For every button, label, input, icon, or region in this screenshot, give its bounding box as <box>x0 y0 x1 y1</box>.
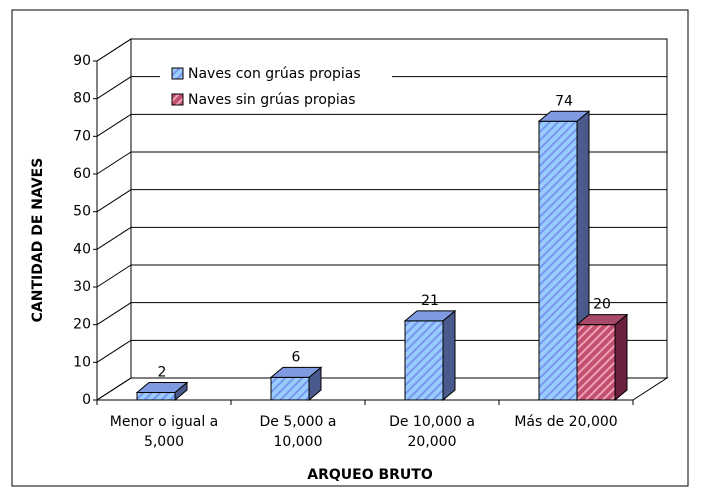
grid-line <box>96 189 667 213</box>
data-label: 6 <box>292 349 301 365</box>
y-tick-label: 20 <box>73 317 91 333</box>
data-label: 74 <box>555 93 573 109</box>
data-label: 2 <box>158 364 167 380</box>
x-tick-label: 20,000 <box>408 434 457 450</box>
legend-swatch <box>171 93 184 106</box>
bar-top <box>135 381 189 393</box>
bar-top <box>269 366 323 378</box>
y-tick-label: 50 <box>73 204 91 220</box>
x-tick-label: 5,000 <box>144 434 184 450</box>
y-tick-label: 10 <box>73 354 91 370</box>
grid-line <box>96 339 667 363</box>
grid-line <box>96 151 667 175</box>
x-tick-label: 10,000 <box>274 434 323 450</box>
bar-top <box>403 310 457 322</box>
bar-top <box>537 110 591 122</box>
legend <box>160 62 392 112</box>
y-tick-label: 80 <box>73 91 91 107</box>
y-tick-label: 70 <box>73 128 91 144</box>
bar <box>538 120 578 401</box>
bar <box>270 376 310 401</box>
grid-line <box>96 226 667 250</box>
bar <box>404 320 444 401</box>
grid-line <box>96 264 667 288</box>
bar <box>576 324 616 401</box>
data-label: 20 <box>593 297 611 313</box>
y-tick-label: 40 <box>73 241 91 257</box>
grid-line <box>96 76 667 100</box>
bar-top <box>575 314 629 326</box>
grid-line <box>96 113 667 137</box>
bar-side <box>614 313 628 402</box>
legend-label: Naves sin grúas propias <box>188 92 356 108</box>
y-tick-label: 90 <box>73 53 91 69</box>
x-axis-label: ARQUEO BRUTO <box>307 467 433 483</box>
x-tick-label: Más de 20,000 <box>514 414 617 430</box>
grid-line <box>96 302 667 326</box>
back-wall <box>96 38 132 401</box>
y-tick-label: 0 <box>82 392 91 408</box>
grid-line <box>96 377 667 401</box>
y-axis-label: CANTIDAD DE NAVES <box>30 158 46 323</box>
x-tick-label: De 10,000 a <box>389 414 475 430</box>
legend-label: Naves con grúas propias <box>188 66 361 82</box>
y-tick-label: 30 <box>73 279 91 295</box>
legend-swatch <box>171 67 184 80</box>
data-label: 21 <box>421 293 439 309</box>
x-tick-label: De 5,000 a <box>260 414 337 430</box>
grid-line <box>96 38 667 62</box>
y-tick-label: 60 <box>73 166 91 182</box>
bar-side <box>442 309 456 402</box>
bar <box>136 391 176 401</box>
x-tick-label: Menor o igual a <box>110 414 219 430</box>
